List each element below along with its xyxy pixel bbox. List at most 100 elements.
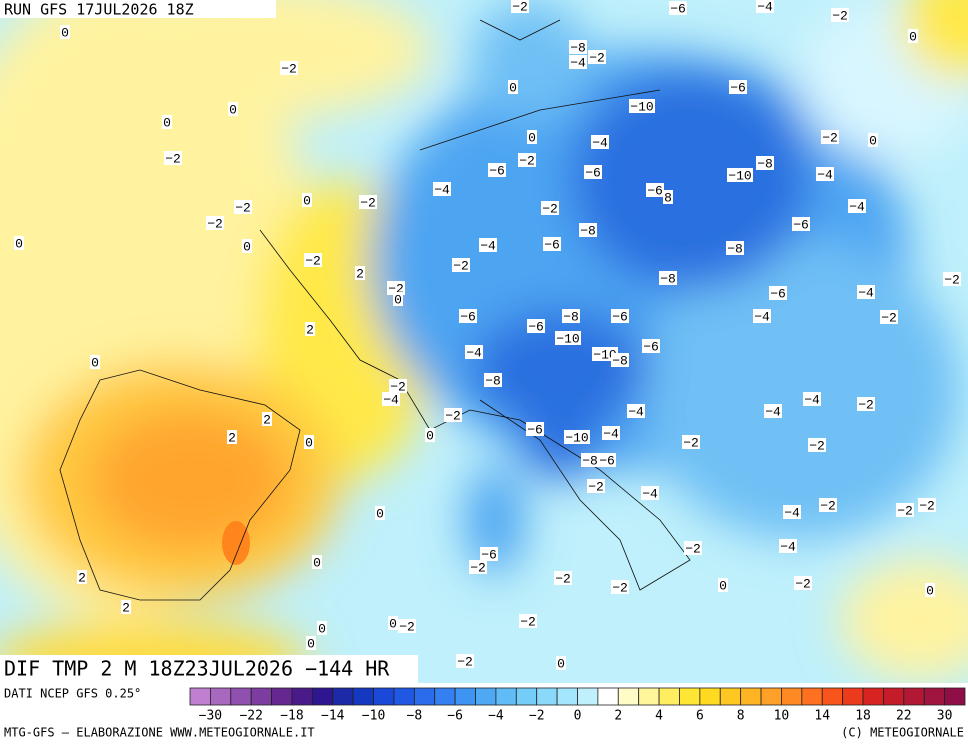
contour-label: −4 bbox=[383, 392, 399, 407]
contour-label: 2 bbox=[306, 322, 314, 337]
map-title: DIF TMP 2 M 18Z23JUL2026 −144 HR bbox=[4, 657, 390, 681]
contour-label-bg bbox=[808, 438, 826, 452]
colorbar-label: −18 bbox=[280, 709, 303, 724]
contour-label-bg bbox=[387, 281, 405, 295]
colorbar-swatch bbox=[536, 687, 558, 706]
contour-label: −8 bbox=[563, 309, 579, 324]
contour-label: −2 bbox=[542, 201, 558, 216]
colorbar-swatch bbox=[638, 687, 660, 706]
contour-label: −6 bbox=[599, 453, 615, 468]
contour-label: −6 bbox=[612, 309, 628, 324]
contour-label-bg bbox=[729, 80, 747, 94]
colorbar-swatch bbox=[679, 687, 701, 706]
contour-label: −2 bbox=[207, 216, 223, 231]
contour-label: 0 bbox=[557, 656, 565, 671]
contour-label-bg bbox=[488, 163, 506, 177]
colorbar-label: 2 bbox=[614, 709, 622, 724]
contour-label: −2 bbox=[832, 8, 848, 23]
contour-label-bg bbox=[242, 239, 252, 253]
contour-label-bg bbox=[479, 238, 497, 252]
contour-label-bg bbox=[857, 397, 875, 411]
contour-label-bg bbox=[541, 201, 559, 215]
contour-label: −2 bbox=[795, 576, 811, 591]
contour-label: −8 bbox=[570, 40, 586, 55]
contour-label-bg bbox=[77, 570, 87, 584]
colorbar-swatch bbox=[352, 687, 374, 706]
contour-label-bg bbox=[669, 1, 687, 15]
contour-label-bg bbox=[511, 0, 529, 13]
contour-label-bg bbox=[627, 404, 645, 418]
contour-label: −2 bbox=[919, 498, 935, 513]
colorbar-swatch bbox=[230, 687, 252, 706]
contour-label-bg bbox=[456, 654, 474, 668]
contour-label: −4 bbox=[765, 404, 781, 419]
contour-label: −6 bbox=[647, 183, 663, 198]
contour-label: −6 bbox=[528, 319, 544, 334]
contour-label: −4 bbox=[434, 182, 450, 197]
contour-label: −4 bbox=[592, 135, 608, 150]
colorbar-swatch bbox=[271, 687, 293, 706]
colorbar-swatch bbox=[781, 687, 803, 706]
contour-label-bg bbox=[918, 498, 936, 512]
contour-label-bg bbox=[305, 322, 315, 336]
contour-label: −2 bbox=[399, 619, 415, 634]
colorbar-swatch bbox=[923, 687, 946, 706]
contour-label: −2 bbox=[520, 614, 536, 629]
colorbar-swatch bbox=[209, 687, 232, 706]
contour-label-bg bbox=[581, 453, 599, 467]
contour-label-bg bbox=[389, 379, 407, 393]
contour-label-bg bbox=[868, 133, 878, 147]
contour-label: −4 bbox=[804, 392, 820, 407]
contour-label: −10 bbox=[565, 430, 588, 445]
contour-label-bg bbox=[262, 412, 272, 426]
contour-label-bg bbox=[425, 428, 435, 442]
colorbar-label: 0 bbox=[574, 709, 582, 724]
contour-label: −8 bbox=[757, 156, 773, 171]
colorbar-swatch bbox=[597, 687, 619, 706]
colorbar-label: 4 bbox=[655, 709, 663, 724]
contour-label-bg bbox=[684, 541, 702, 555]
contour-label: 0 bbox=[243, 239, 251, 254]
colorbar-label: 10 bbox=[774, 709, 790, 724]
colorbar-swatch bbox=[495, 687, 517, 706]
contour-label-bg bbox=[562, 309, 580, 323]
contour-label-bg bbox=[569, 40, 587, 54]
colorbar-label: 8 bbox=[737, 709, 745, 724]
contour-label: 2 bbox=[78, 570, 86, 585]
contour-label-bg bbox=[459, 309, 477, 323]
colorbar-swatch bbox=[311, 687, 334, 706]
colorbar-swatch bbox=[719, 687, 742, 706]
contour-label-bg bbox=[792, 217, 810, 231]
contour-label: 0 bbox=[389, 616, 397, 631]
contour-label: −4 bbox=[570, 55, 586, 70]
contour-label-bg bbox=[355, 266, 365, 280]
contour-label: 0 bbox=[318, 621, 326, 636]
contour-label: 0 bbox=[305, 435, 313, 450]
colorbar-swatch bbox=[556, 687, 578, 706]
colorbar-label: −14 bbox=[321, 709, 345, 724]
colorbar-swatch bbox=[454, 687, 476, 706]
contour-label-bg bbox=[819, 498, 837, 512]
contour-label-bg bbox=[508, 80, 518, 94]
source: DATI NCEP GFS 0.25° bbox=[4, 687, 141, 701]
contour-label-bg bbox=[228, 102, 238, 116]
contour-label: 0 bbox=[15, 236, 23, 251]
contour-label: −2 bbox=[858, 397, 874, 412]
contour-label-bg bbox=[908, 29, 918, 43]
contour-label-bg bbox=[857, 285, 875, 299]
contour-label-bg bbox=[90, 355, 100, 369]
contour-label-bg bbox=[555, 331, 581, 345]
contour-label: −2 bbox=[820, 498, 836, 513]
colorbar-swatch bbox=[821, 687, 844, 706]
run-label: RUN GFS 17JUL2026 18Z bbox=[4, 1, 194, 19]
contour-label: −8 bbox=[485, 373, 501, 388]
contour-label: −8 bbox=[580, 223, 596, 238]
header-box bbox=[0, 0, 276, 18]
contour-label: −10 bbox=[556, 331, 579, 346]
contour-label: 0 bbox=[909, 29, 917, 44]
contour-label-bg bbox=[925, 583, 935, 597]
contour-label: 0 bbox=[229, 102, 237, 117]
contour-label: −6 bbox=[643, 339, 659, 354]
colorbar-swatch bbox=[577, 687, 599, 706]
contour-label: −6 bbox=[544, 237, 560, 252]
